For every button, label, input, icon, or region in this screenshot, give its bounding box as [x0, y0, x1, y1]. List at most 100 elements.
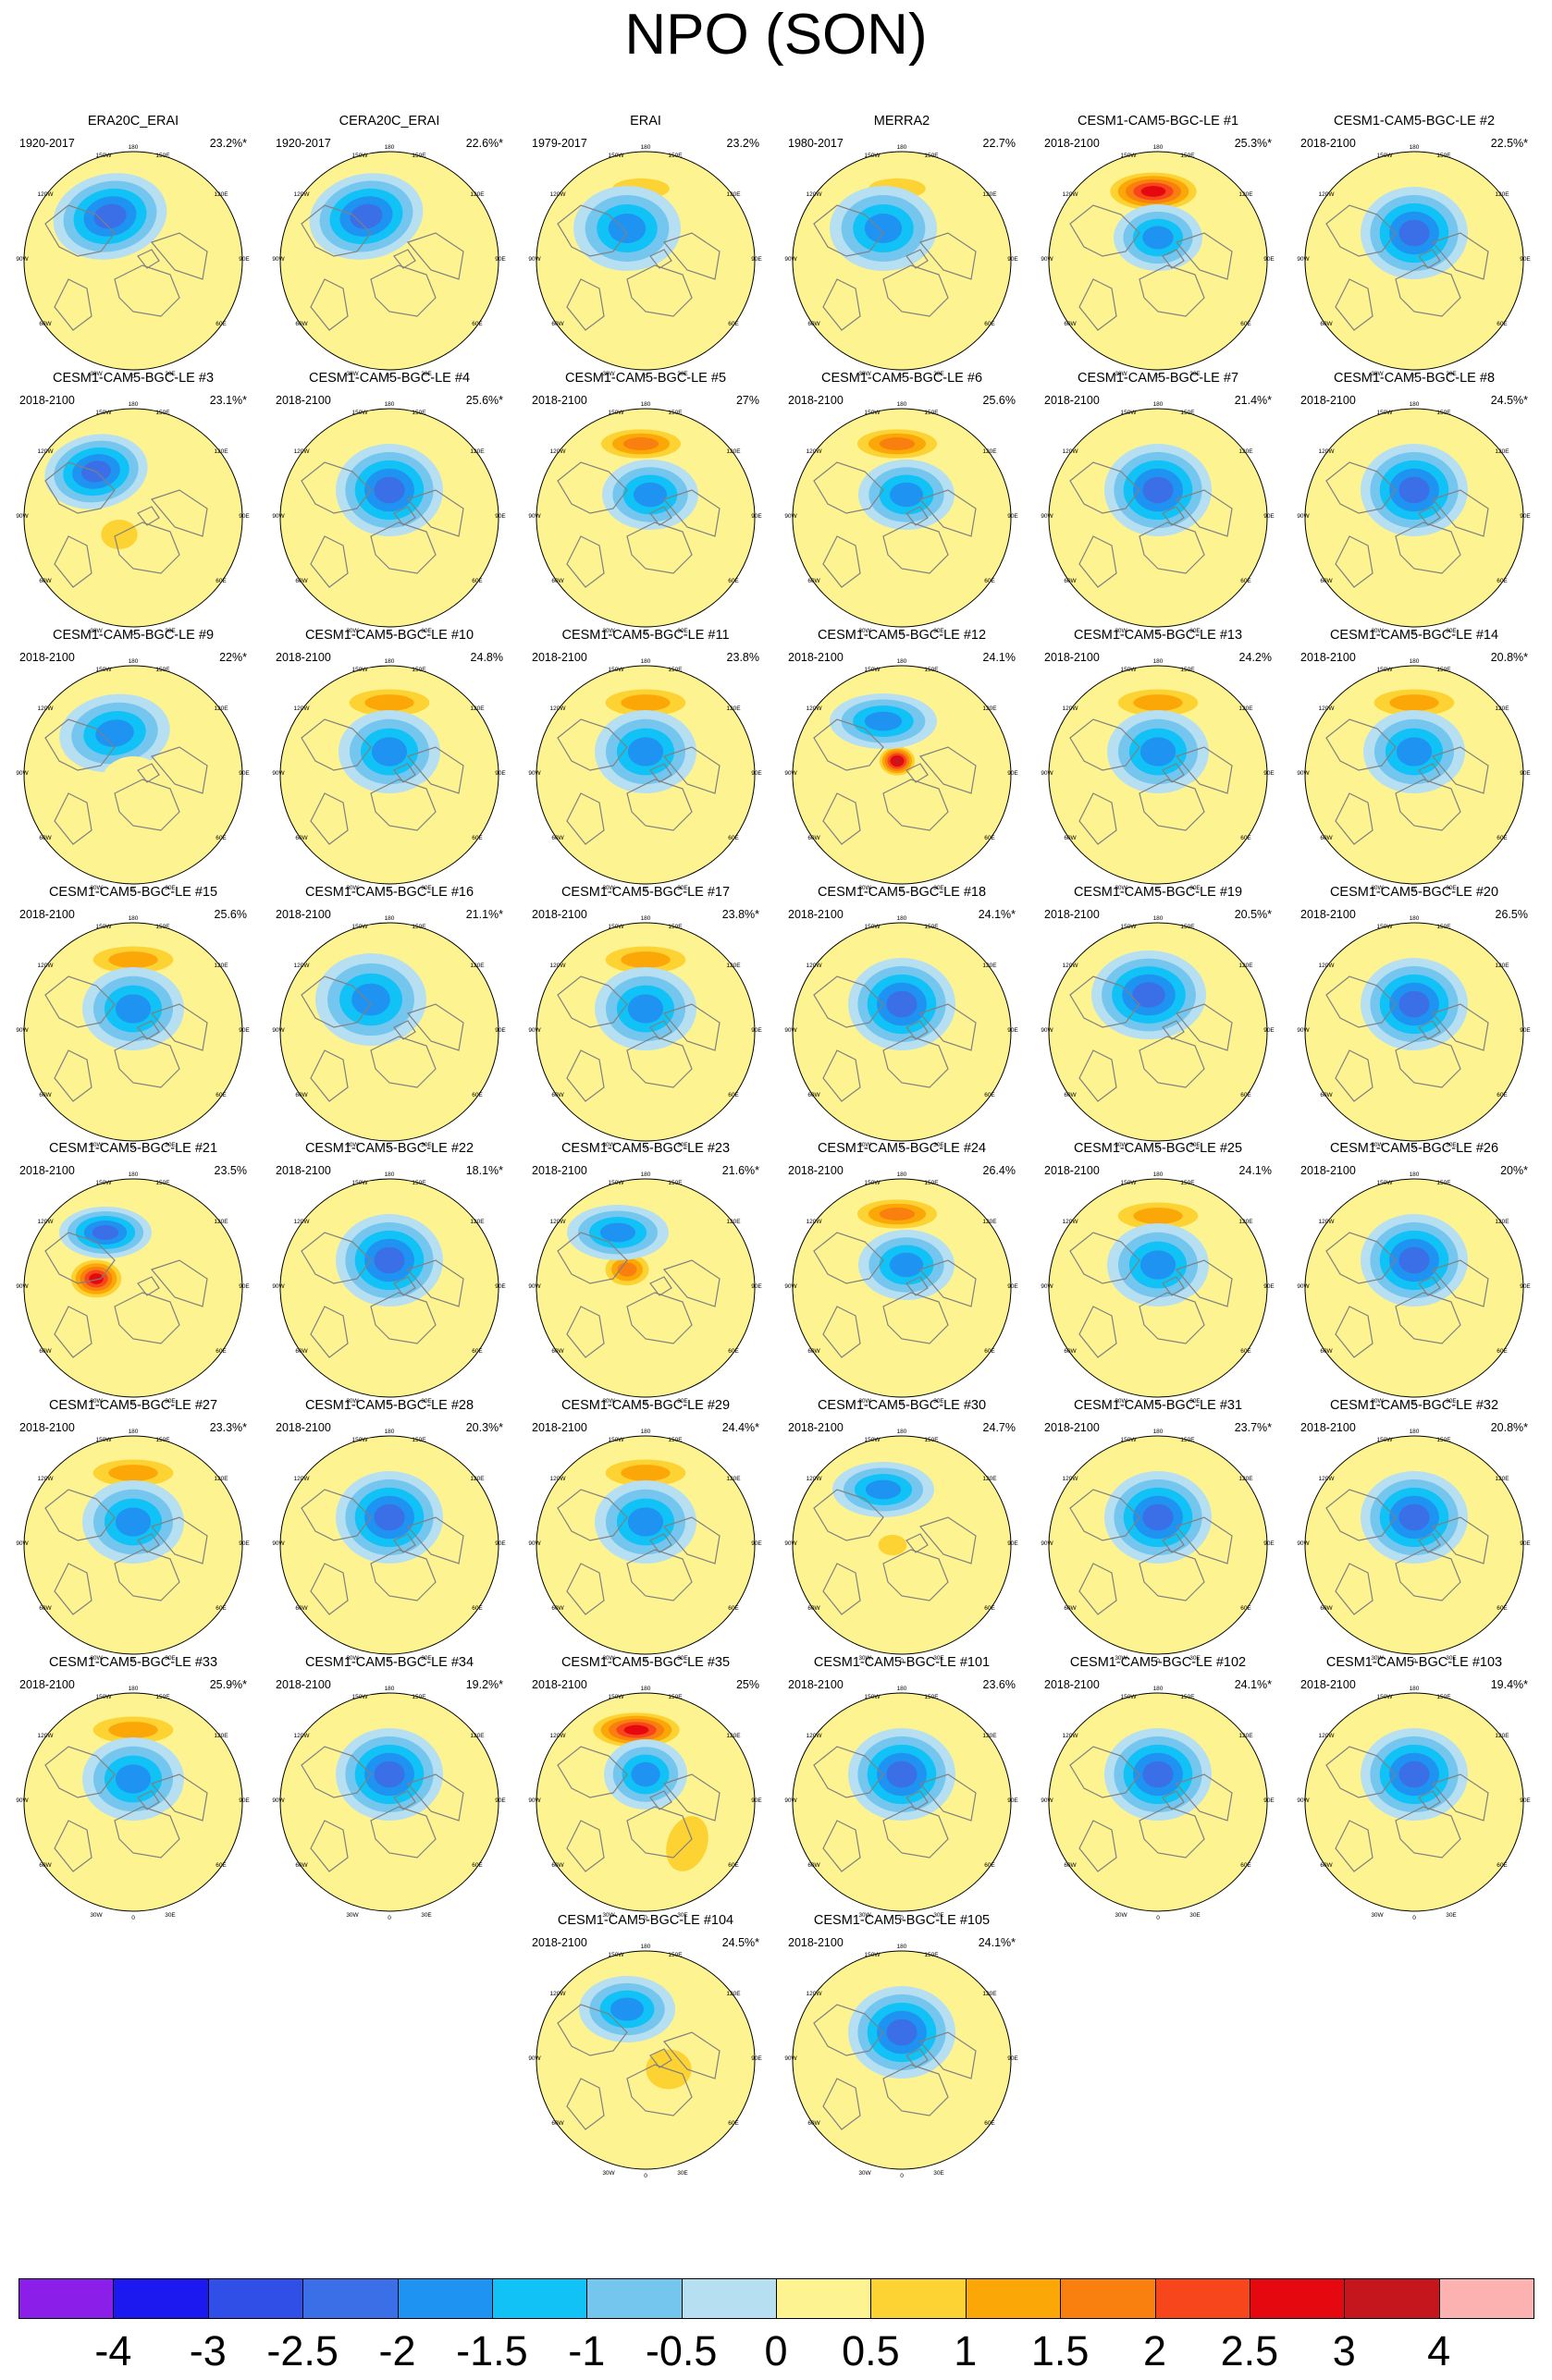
longitude-label: 30W [1115, 1398, 1127, 1405]
longitude-label: 30W [346, 371, 359, 377]
coastlines [813, 2004, 977, 2130]
longitude-label: 180 [897, 401, 907, 408]
polar-map: 180 150W 150E 120W 120E 90W 90E 60W 60E 30W 30E 0 [16, 1429, 250, 1664]
longitude-label: 0 [1412, 888, 1416, 894]
coastlines [1325, 718, 1489, 845]
figure-title: NPO (SON) [624, 3, 928, 67]
coastlines [301, 975, 464, 1102]
map-border [536, 1435, 756, 1655]
longitude-label: 150E [155, 153, 170, 159]
colorbar-box [207, 2278, 304, 2319]
longitude-label: 30W [858, 1912, 871, 1919]
longitude-label: 120W [807, 191, 823, 198]
map-border [1048, 1692, 1268, 1912]
panel-explained-variance: 24.1%* [1234, 1678, 1272, 1691]
panel-explained-variance: 25.9%* [209, 1678, 247, 1691]
longitude-label: 150E [1436, 1180, 1451, 1186]
longitude-label: 150E [1180, 410, 1195, 416]
longitude-label: 90W [16, 1283, 29, 1290]
longitude-label: 90W [528, 1797, 541, 1804]
longitude-label: 120E [1495, 448, 1509, 455]
positive-anomaly-contour [658, 780, 708, 843]
panel-explained-variance: 19.4%* [1490, 1678, 1528, 1691]
longitude-label: 150W [1377, 924, 1394, 930]
longitude-label: 150W [1377, 410, 1394, 416]
longitude-label: 150E [155, 667, 170, 673]
longitude-label: 150W [609, 153, 625, 159]
positive-anomaly-contour [640, 266, 697, 348]
longitude-label: 30E [165, 628, 176, 634]
longitude-label: 120E [214, 1219, 228, 1225]
panel-title: CESM1-CAM5-BGC-LE #18 [817, 885, 987, 900]
coastlines [301, 1232, 464, 1358]
longitude-label: 30W [346, 628, 359, 634]
longitude-label: 60E [728, 835, 739, 841]
panel-period: 2018-2100 [19, 1678, 75, 1691]
map-panel: CESM1-CAM5-BGC-LE #102 2018-2100 24.1%* 180… [1037, 1654, 1279, 1921]
panel-period: 1920-2017 [19, 137, 75, 150]
longitude-label: 180 [1410, 1429, 1420, 1435]
longitude-label: 120E [982, 705, 997, 712]
panel-title: CESM1-CAM5-BGC-LE #16 [304, 885, 474, 900]
map-panel: CESM1-CAM5-BGC-LE #8 2018-2100 24.5%* 180 15… [1293, 370, 1535, 637]
longitude-label: 30W [90, 1912, 103, 1919]
positive-anomaly-contour [1133, 694, 1183, 711]
panel-title: ERAI [630, 114, 661, 129]
colorbar-tick-label: -2.5 [266, 2327, 339, 2374]
negative-anomaly-contour [886, 990, 918, 1018]
longitude-label: 90E [751, 2055, 762, 2062]
longitude-label: 180 [129, 915, 139, 922]
colorbar-box [965, 2278, 1062, 2319]
polar-map: 180 150W 150E 120W 120E 90W 90E 60W 60E 30W 30E 0 [16, 144, 250, 380]
longitude-label: 120E [1238, 1219, 1253, 1225]
longitude-label: 90E [1007, 1797, 1018, 1804]
longitude-label: 120E [214, 1733, 228, 1739]
longitude-label: 120W [294, 963, 311, 969]
longitude-label: 150W [96, 667, 113, 673]
positive-anomaly-contour [145, 1037, 195, 1100]
longitude-label: 90E [751, 1027, 762, 1034]
longitude-label: 150W [96, 1694, 113, 1700]
panel-explained-variance: 21.1%* [465, 908, 503, 921]
longitude-label: 150E [1436, 924, 1451, 930]
map-panel: CESM1-CAM5-BGC-LE #1 2018-2100 25.3%* 180 15… [1037, 113, 1279, 380]
longitude-label: 60W [1064, 1092, 1077, 1098]
map-panel: CESM1-CAM5-BGC-LE #101 2018-2100 23.6% 180 1… [781, 1654, 1023, 1921]
longitude-label: 60E [1240, 1605, 1251, 1612]
longitude-label: 0 [388, 631, 391, 637]
longitude-label: 0 [900, 1658, 904, 1664]
positive-anomaly-contour [879, 1208, 916, 1221]
longitude-label: 150E [412, 924, 426, 930]
longitude-label: 60E [472, 1092, 483, 1098]
longitude-label: 120E [1238, 448, 1253, 455]
longitude-label: 60E [1497, 835, 1508, 841]
longitude-label: 150W [96, 924, 113, 930]
longitude-label: 30E [1446, 371, 1457, 377]
longitude-label: 30E [1189, 371, 1201, 377]
longitude-label: 150E [155, 410, 170, 416]
longitude-label: 180 [897, 1944, 907, 1950]
longitude-label: 150E [412, 667, 426, 673]
longitude-label: 180 [897, 144, 907, 151]
panel-period: 2018-2100 [1044, 1164, 1100, 1177]
longitude-label: 90E [495, 1027, 506, 1034]
panel-title: CESM1-CAM5-BGC-LE #29 [560, 1398, 731, 1413]
longitude-label: 150W [1377, 153, 1394, 159]
longitude-label: 60W [551, 835, 564, 841]
longitude-label: 90W [16, 1027, 29, 1034]
panel-period: 2018-2100 [1044, 1421, 1100, 1434]
longitude-label: 30W [1115, 371, 1127, 377]
panel-explained-variance: 22%* [219, 651, 247, 664]
longitude-label: 30E [1189, 628, 1201, 634]
longitude-label: 150E [924, 1437, 939, 1443]
polar-map: 180 150W 150E 120W 120E 90W 90E 60W 60E 30W 30E 0 [528, 1172, 762, 1407]
longitude-label: 120E [726, 448, 741, 455]
longitude-label: 60W [807, 1862, 820, 1869]
map-panel: CESM1-CAM5-BGC-LE #10 2018-2100 24.8% 180 15… [268, 627, 511, 894]
longitude-label: 150E [924, 410, 939, 416]
longitude-label: 120W [38, 705, 55, 712]
longitude-label: 30W [1371, 1398, 1384, 1405]
negative-anomaly-contour [610, 1997, 645, 2021]
coastlines [301, 718, 464, 845]
longitude-label: 60E [472, 578, 483, 584]
